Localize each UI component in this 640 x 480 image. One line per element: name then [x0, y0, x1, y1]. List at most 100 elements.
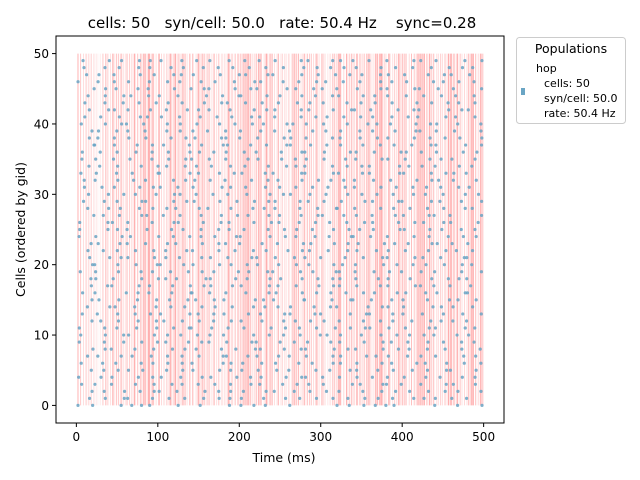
spike-point-248: [455, 333, 459, 337]
spike-point-586: [268, 234, 272, 239]
spike-point-37: [272, 389, 276, 393]
spike-point-412: [276, 284, 280, 288]
spike-point-547: [444, 249, 448, 253]
spike-point-107: [191, 368, 195, 372]
spike-point-549: [470, 249, 475, 253]
spike-point-97: [438, 375, 442, 379]
spike-point-975: [79, 122, 83, 126]
spike-point-372: [447, 298, 452, 302]
spike-point-229: [152, 333, 157, 337]
spike-point-734: [226, 192, 230, 196]
spike-point-462: [271, 270, 275, 274]
spike-point-161: [255, 354, 259, 358]
spike-point-998: [456, 122, 460, 126]
spike-point-258: [210, 326, 214, 330]
spike-point-1241: [373, 403, 377, 408]
spike-point-847: [433, 164, 437, 168]
spike-point-1150: [85, 73, 89, 77]
spike-point-234: [221, 333, 226, 337]
spike-point-802: [115, 171, 119, 175]
legend: Populations hop cells: 50 syn/cell: 50.0…: [516, 37, 626, 124]
spike-point-444: [386, 277, 390, 281]
spike-point-289: [308, 319, 313, 323]
spike-point-260: [242, 326, 246, 330]
spike-point-754: [151, 185, 155, 189]
spike-point-784: [223, 178, 227, 182]
spike-point-839: [303, 164, 307, 168]
spike-point-354: [155, 298, 159, 302]
spike-point-767: [352, 185, 356, 189]
spike-point-135: [241, 361, 245, 365]
spike-point-347: [439, 305, 444, 309]
spike-point-730: [172, 192, 177, 196]
spike-point-100: [89, 368, 93, 372]
spike-point-1075: [86, 94, 90, 98]
spike-point-753: [138, 185, 142, 189]
spike-point-352: [117, 298, 121, 302]
spike-point-401: [106, 284, 110, 288]
spike-point-439: [316, 277, 320, 281]
spike-point-1027: [112, 108, 116, 112]
spike-point-128: [139, 361, 143, 365]
spike-point-384: [224, 291, 228, 295]
spike-point-415: [331, 284, 336, 288]
spike-point-758: [220, 185, 224, 189]
spike-point-241: [338, 333, 343, 337]
spike-point-508: [208, 256, 213, 260]
spike-point-230: [165, 333, 170, 337]
spike-point-1053: [137, 101, 141, 105]
spike-point-217: [362, 340, 366, 344]
spike-point-669: [393, 213, 397, 218]
spike-point-319: [391, 312, 395, 316]
spike-point-451: [94, 270, 98, 274]
spike-point-916: [338, 143, 343, 147]
spike-point-458: [212, 270, 216, 274]
spike-point-247: [432, 333, 436, 337]
spike-point-163: [287, 354, 291, 358]
spike-point-703: [140, 199, 144, 203]
spike-point-710: [252, 199, 257, 203]
spike-point-207: [200, 340, 204, 344]
spike-point-1006: [177, 115, 182, 119]
spike-point-768: [379, 185, 383, 189]
spike-point-67: [358, 382, 362, 386]
spike-point-930: [169, 136, 173, 140]
spike-point-202: [122, 340, 126, 344]
spike-point-506: [177, 256, 182, 260]
spike-point-112: [275, 368, 279, 372]
spike-point-1124: [480, 87, 484, 91]
spike-point-476: [93, 263, 97, 267]
spike-point-863: [293, 157, 298, 161]
spike-point-815: [331, 171, 336, 175]
spike-point-274: [473, 326, 477, 330]
spike-point-790: [329, 178, 333, 182]
spike-point-842: [360, 164, 364, 168]
spike-point-1041: [349, 108, 354, 112]
spike-point-30: [157, 389, 161, 393]
spike-point-862: [280, 157, 284, 161]
spike-point-749: [476, 192, 481, 196]
spike-point-156: [180, 354, 184, 358]
spike-point-130: [166, 361, 170, 365]
spike-point-1230: [148, 403, 152, 408]
spike-point-253: [135, 326, 139, 330]
spike-point-1046: [417, 108, 421, 112]
spike-point-1190: [329, 66, 333, 70]
spike-point-312: [283, 312, 287, 316]
spike-point-338: [288, 305, 293, 309]
spike-point-672: [432, 213, 436, 218]
spike-point-778: [131, 178, 136, 182]
spike-point-948: [458, 136, 462, 140]
spike-point-610: [242, 227, 246, 232]
spike-point-382: [190, 291, 194, 295]
spike-point-1092: [361, 94, 365, 98]
spike-point-1057: [202, 101, 206, 105]
spike-point-1232: [198, 403, 202, 408]
spike-point-590: [327, 234, 331, 239]
spike-point-23: [450, 396, 454, 400]
x-axis-label: Time (ms): [251, 450, 315, 465]
spike-point-175: [91, 347, 95, 351]
spike-point-552: [118, 241, 122, 246]
spike-point-1003: [138, 115, 143, 119]
spike-point-283: [212, 319, 216, 323]
